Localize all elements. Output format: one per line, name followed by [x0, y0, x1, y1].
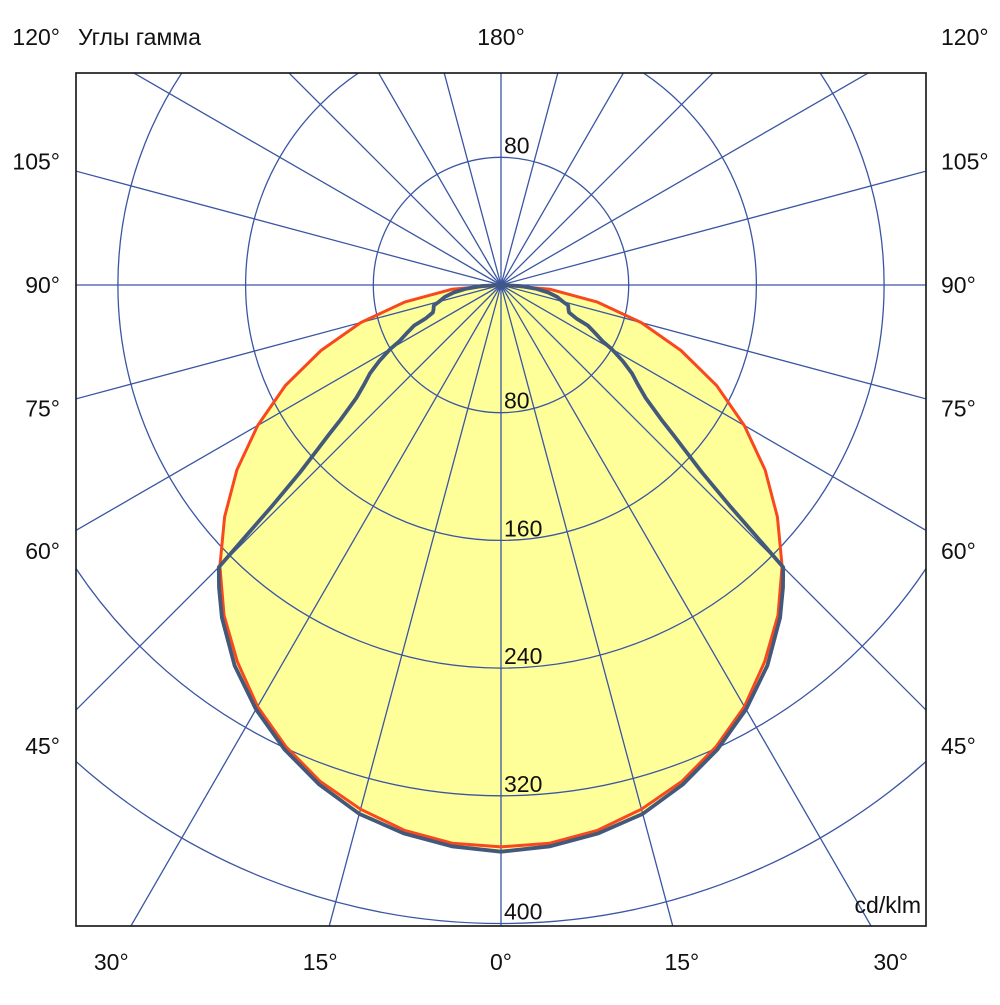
angle-label-left: 45° — [25, 733, 60, 759]
plot-border — [75, 72, 927, 927]
angle-label-right: 105° — [941, 148, 989, 174]
grid-ray — [288, 73, 502, 286]
ring-value-label: 320 — [504, 771, 542, 797]
ring-value-label: 400 — [504, 899, 542, 925]
grid-ray — [132, 73, 502, 286]
unit-label: cd/klm — [855, 892, 921, 918]
angle-label-left: 120° — [12, 24, 60, 50]
curve-blue-jagged — [216, 283, 786, 854]
angle-label-right: 120° — [941, 24, 989, 50]
grid-ray — [500, 284, 926, 400]
angle-label-right: 75° — [941, 396, 976, 422]
grid-ray — [500, 170, 926, 286]
angle-label-left: 105° — [12, 148, 60, 174]
grid-ray — [76, 170, 502, 286]
angle-label-180: 180° — [477, 24, 525, 50]
grid-ray — [443, 73, 502, 286]
ring-value-label: 240 — [504, 643, 542, 669]
grid-ray — [500, 73, 870, 286]
angle-label-bottom: 15° — [303, 949, 338, 975]
angle-label-bottom: 30° — [873, 949, 908, 975]
angle-label-bottom: 0° — [490, 949, 512, 975]
grid-ray — [500, 284, 872, 926]
grid-ray — [328, 284, 502, 926]
grid-ray — [500, 73, 559, 286]
grid-ray — [500, 284, 926, 532]
grid-ray — [76, 284, 502, 532]
ring-value-label: 80 — [504, 388, 530, 414]
grid-ray — [377, 73, 502, 286]
angle-label-right: 60° — [941, 538, 976, 564]
curve-red-smooth — [218, 283, 784, 849]
angle-label-right: 90° — [941, 272, 976, 298]
grid-ray — [500, 73, 625, 286]
grid-ray — [130, 284, 502, 926]
ring-value-label: 160 — [504, 515, 542, 541]
chart-title: Углы гамма — [78, 24, 201, 50]
grid-ray — [500, 284, 674, 926]
angle-label-bottom: 15° — [664, 949, 699, 975]
grid-ray — [500, 73, 714, 286]
grid-ray — [76, 284, 502, 711]
angle-label-left: 60° — [25, 538, 60, 564]
ring-value-label-top: 80 — [504, 132, 530, 158]
angle-label-left: 75° — [25, 396, 60, 422]
angle-label-right: 45° — [941, 733, 976, 759]
angle-label-left: 90° — [25, 272, 60, 298]
angle-label-bottom: 30° — [94, 949, 129, 975]
grid-ray — [500, 284, 926, 711]
grid-ray — [76, 284, 502, 400]
